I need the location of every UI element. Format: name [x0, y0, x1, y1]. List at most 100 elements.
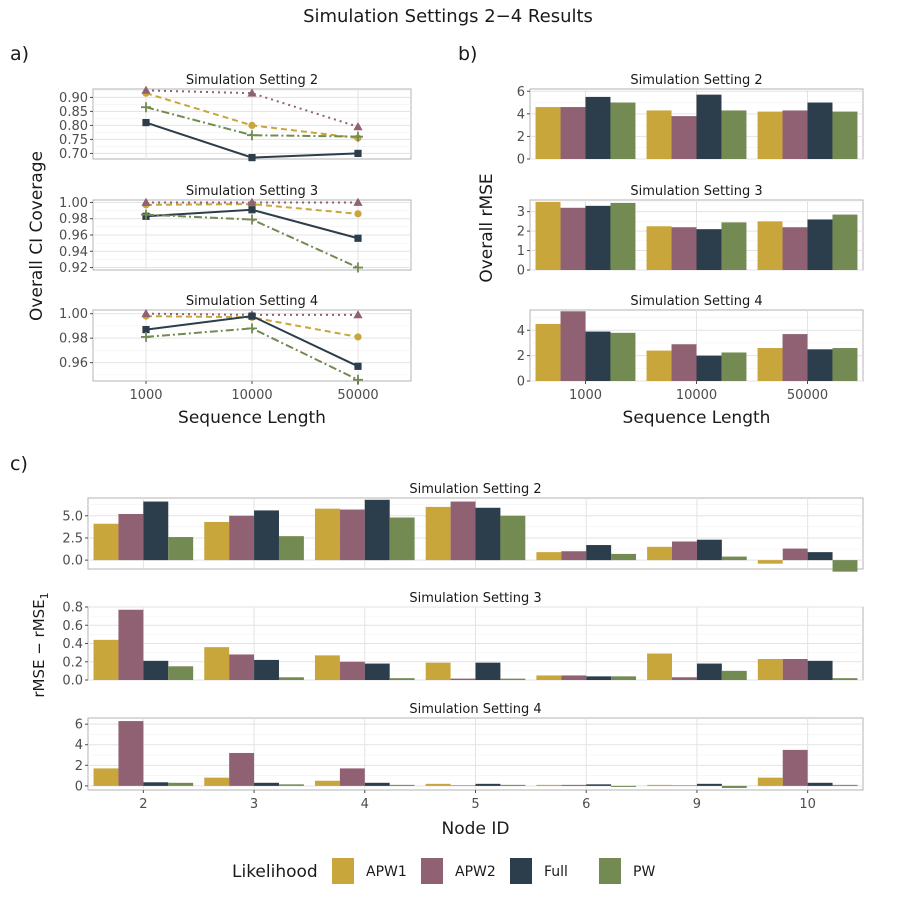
point-apw1-50000	[354, 210, 362, 218]
bar-apw1-10000	[646, 110, 672, 159]
point-full-10000	[248, 154, 256, 162]
bar-pw-1000	[610, 102, 636, 159]
bar-apw1-2	[93, 768, 119, 786]
bar-apw1-3	[204, 647, 230, 680]
bar-apw1-1000	[535, 201, 561, 270]
legend-key-full	[510, 858, 532, 884]
bar-apw2-50000	[782, 334, 808, 381]
facet-c-1: Simulation Setting 2 5.0 2.5 0.0	[62, 482, 864, 572]
bar-apw1-6	[536, 784, 562, 786]
bar-apw2-50000	[782, 110, 808, 159]
y-tick-label: 6	[517, 85, 525, 100]
panel-label-b: b)	[458, 43, 477, 65]
bar-apw1-5	[425, 506, 451, 561]
bar-pw-4	[389, 784, 415, 786]
point-pw-10000	[247, 130, 257, 141]
x-tick-label: 1000	[569, 388, 602, 403]
y-tick-label: 0.98	[59, 212, 88, 227]
point-full-50000	[354, 149, 362, 157]
bar-apw1-1000	[535, 323, 561, 381]
y-tick-label: 0.6	[62, 619, 83, 634]
x-axis-title: Sequence Length	[623, 408, 771, 428]
facet-c-3: Simulation Setting 4 6 4 2 0	[75, 702, 864, 794]
bar-pw-5	[500, 784, 526, 786]
bar-apw1-50000	[757, 221, 783, 270]
bar-full-9	[696, 783, 722, 786]
point-apw1-50000	[354, 333, 362, 341]
y-tick-label: 0.8	[62, 601, 83, 616]
facet-b-1: Simulation Setting 2 6 4 2 0	[517, 73, 864, 168]
bar-apw1-6	[536, 552, 562, 561]
bar-full-6	[586, 676, 612, 680]
bar-pw-1000	[610, 202, 636, 270]
point-pw-50000	[353, 131, 363, 142]
bar-full-10000	[696, 229, 722, 270]
facet-a-2: Simulation Setting 3 1.000.98 0.960.940.92	[59, 184, 412, 276]
bar-apw2-10000	[671, 344, 697, 381]
bar-apw2-2	[118, 513, 144, 561]
bar-full-4	[364, 782, 390, 786]
legend: Likelihood APW1 APW2 Full PW	[232, 858, 655, 884]
facet-strip-label: Simulation Setting 3	[409, 591, 541, 606]
panel-label-a: a)	[10, 43, 29, 65]
bar-pw-9	[721, 670, 747, 680]
point-full-10000	[248, 312, 256, 320]
bar-full-3	[254, 659, 279, 680]
y-tick-label: 0.90	[59, 91, 88, 106]
bar-pw-6	[611, 785, 637, 787]
panel-c-node-rmse-chart: Simulation Setting 25.02.50.0 Simulation …	[30, 482, 864, 839]
bar-apw1-50000	[757, 348, 783, 381]
point-apw2-10000	[247, 88, 257, 97]
x-tick-label: 10000	[231, 388, 272, 403]
bar-apw2-9	[672, 541, 697, 561]
legend-label-apw1: APW1	[366, 864, 407, 880]
legend-key-pw	[599, 858, 621, 884]
facet-strip-label: Simulation Setting 4	[630, 294, 762, 309]
bar-apw1-4	[314, 655, 340, 680]
point-full-1000	[142, 119, 150, 127]
bar-apw1-2	[93, 639, 119, 680]
line-apw1	[145, 315, 359, 338]
bar-apw1-10	[757, 659, 783, 680]
y-tick-label: 0.80	[59, 119, 88, 134]
legend-label-pw: PW	[633, 864, 655, 880]
x-tick-label: 1000	[129, 388, 162, 403]
point-pw-1000	[141, 102, 151, 113]
bar-pw-5	[500, 515, 526, 561]
point-pw-10000	[247, 214, 257, 225]
bar-full-2	[143, 782, 169, 786]
bar-full-10000	[696, 94, 722, 159]
facet-strip-label: Simulation Setting 4	[409, 702, 541, 717]
bar-apw1-9	[647, 653, 673, 680]
bar-full-5	[475, 783, 501, 786]
bar-full-4	[364, 663, 390, 680]
y-tick-label: 5.0	[62, 509, 83, 524]
point-pw-50000	[353, 262, 363, 273]
bar-apw2-2	[118, 721, 144, 786]
bar-pw-2	[168, 666, 194, 680]
facet-strip-label: Simulation Setting 2	[630, 73, 762, 88]
bar-full-1000	[585, 331, 611, 381]
y-tick-label: 0.94	[59, 245, 88, 260]
bar-apw1-50000	[757, 111, 783, 159]
point-apw2-1000	[141, 197, 151, 206]
facet-strip-label: Simulation Setting 3	[630, 184, 762, 199]
point-apw2-1000	[141, 308, 151, 318]
y-tick-label: 3	[517, 205, 525, 220]
y-tick-label: 0	[75, 779, 83, 794]
bar-pw-5	[500, 678, 526, 680]
bar-apw2-10	[782, 749, 808, 786]
bar-apw2-1000	[560, 311, 586, 381]
y-tick-label: 2	[517, 130, 525, 145]
legend-label-full: Full	[544, 864, 568, 880]
bar-full-10	[807, 552, 833, 561]
bar-apw2-9	[672, 785, 697, 786]
x-tick-label: 50000	[337, 388, 378, 403]
figure-title: Simulation Settings 2−4 Results	[303, 6, 593, 27]
point-full-50000	[354, 362, 362, 370]
bar-pw-50000	[832, 111, 858, 159]
y-tick-label: 0.70	[59, 147, 88, 162]
bar-full-1000	[585, 96, 611, 159]
bar-pw-9	[721, 785, 747, 788]
legend-label-apw2: APW2	[455, 864, 496, 880]
